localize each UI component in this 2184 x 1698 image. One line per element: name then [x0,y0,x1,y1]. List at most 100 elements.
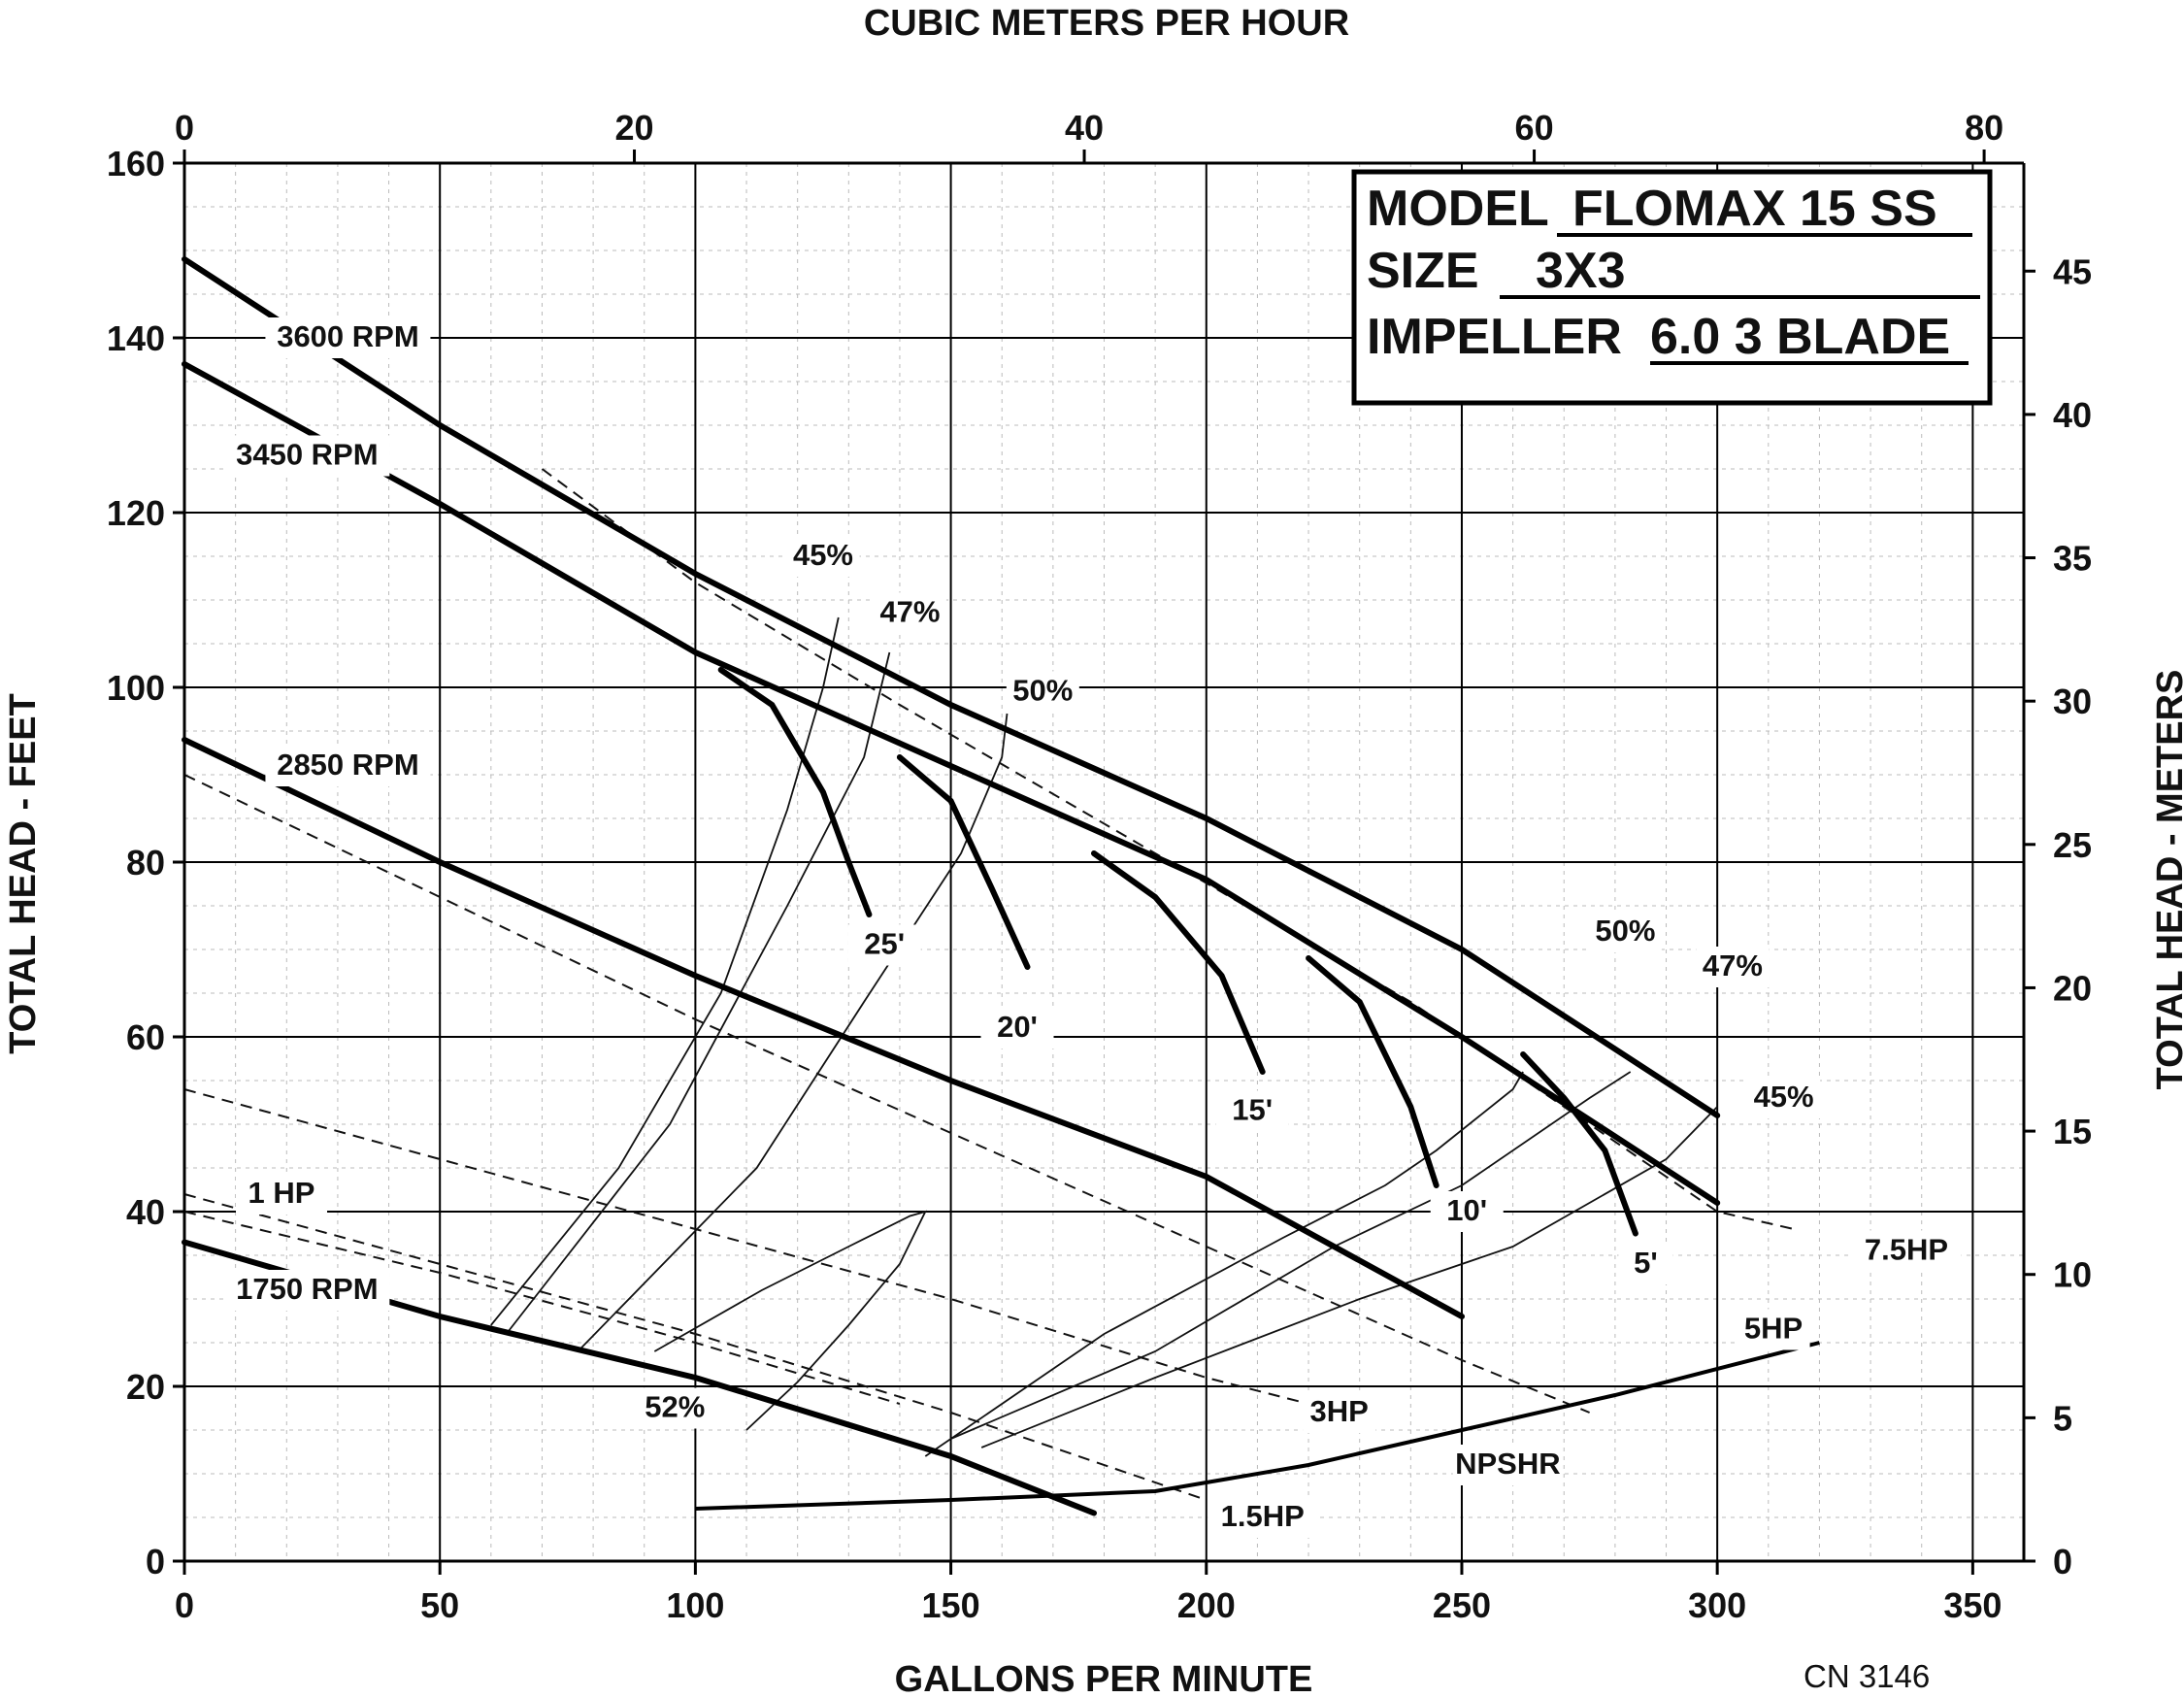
speed-curve-label: 2850 RPM [277,748,418,782]
efficiency-curve [490,616,840,1326]
efficiency-curve-label: 50% [1012,674,1073,708]
efficiency-curve-label: 47% [879,595,940,629]
x2-tick-label: 80 [1965,108,2003,148]
speed-curve [182,361,1721,1206]
efficiency-curve-label-bg [638,1387,711,1429]
npshr-line [695,1341,1820,1511]
efficiency-curve-label-bg [1588,912,1662,952]
power-line-label-bg [236,1174,328,1215]
efficiency-curve-label-bg [1747,1078,1821,1118]
x-tick-label: 100 [666,1585,724,1625]
power-line-label: 7.5HP [1865,1233,1948,1267]
npsh-curves [717,667,1638,1237]
npsh-curve [896,754,1031,970]
x2-tick-label: 40 [1065,108,1104,148]
y-tick-label: 140 [107,318,165,358]
efficiency-curve-label: 47% [1703,949,1763,982]
power-line-label: 1.5HP [1221,1499,1305,1533]
npsh-curve-label-bg [1618,1244,1673,1284]
x-tick-label: 50 [420,1585,459,1625]
efficiency-curve [653,1210,927,1431]
speed-curves [182,256,1721,1516]
power-line-label-bg [1208,1497,1318,1538]
speed-curve-label-bg [224,435,390,477]
x-tick-label: 0 [175,1585,194,1625]
model-box: MODEL FLOMAX 15 SS SIZE 3X3 IMPELLER 6.0… [1351,169,1993,406]
power-line-label-bg [1303,1392,1376,1433]
efficiency-curve-label: 50% [1595,914,1655,948]
size-value: 3X3 [1536,243,1626,299]
footnote: CN 3146 [1803,1658,1930,1694]
x-tick-label: 350 [1943,1585,2002,1625]
speed-curve-label: 1750 RPM [236,1272,378,1306]
model-value: FLOMAX 15 SS [1572,181,1937,237]
npshr-label: NPSHR [1455,1447,1561,1481]
y2-tick-label: 20 [2053,968,2092,1008]
efficiency-curve-label: 45% [793,538,853,572]
x2-axis-title: CUBIC METERS PER HOUR [864,3,1349,44]
efficiency-curve-label-bg [1696,947,1770,987]
speed-curve-label: 3600 RPM [277,319,418,353]
power-line [183,774,1590,1414]
power-line-label: 5HP [1744,1312,1803,1346]
y-axis-title: TOTAL HEAD - FEET [3,693,44,1054]
npsh-curve-label: 10' [1446,1193,1487,1227]
efficiency-curve-label-bg [1006,671,1079,713]
y2-tick-label: 0 [2053,1542,2072,1581]
size-label: SIZE [1367,243,1479,299]
npsh-curve-label-bg [1430,1191,1504,1232]
axes: 0 50 100 150 200 250 300 3500204060801001201401… [107,108,2092,1625]
npsh-curve-label: 5' [1634,1246,1658,1280]
y-tick-label: 120 [107,493,165,533]
speed-curve-label-bg [265,317,431,358]
x-tick-label: 200 [1177,1585,1236,1625]
power-line [183,1211,901,1405]
y-tick-label: 80 [126,843,165,882]
npsh-curve-label: 25' [864,927,905,961]
x2-tick-label: 60 [1515,108,1554,148]
npsh-curve-label: 15' [1232,1093,1273,1127]
efficiency-curve [505,651,891,1335]
y2-tick-label: 35 [2053,539,2092,579]
efficiency-curve-label: 52% [645,1390,705,1424]
npsh-curve-label: 20' [997,1010,1038,1044]
y2-tick-label: 30 [2053,682,2092,721]
impeller-value: 6.0 3 BLADE [1650,309,1950,365]
x2-tick-label: 20 [615,108,654,148]
efficiency-curve-label-bg [786,536,860,577]
curve-labels: 3600 RPM 3450 RPM 2850 RPM 1750 RPM 25' 20' 15… [224,317,1962,1538]
npsh-curve-label-bg [847,924,921,966]
y-tick-label: 0 [146,1542,165,1581]
y-tick-label: 160 [107,144,165,183]
speed-curve-label-bg [265,746,431,786]
npsh-curve [1091,850,1266,1075]
x-axis-title: GALLONS PER MINUTE [895,1659,1313,1698]
x-tick-label: 150 [922,1585,980,1625]
power-line [183,1193,1208,1501]
model-label: MODEL [1367,181,1549,237]
y-tick-label: 40 [126,1192,165,1232]
x2-tick-label: 0 [175,108,194,148]
efficiency-curve-label: 45% [1754,1080,1814,1114]
power-line-label: 1 HP [248,1176,315,1210]
y2-tick-label: 40 [2053,395,2092,435]
npsh-curve [1306,955,1439,1188]
y-tick-label: 100 [107,668,165,708]
y2-tick-label: 5 [2053,1398,2072,1438]
efficiency-curve [924,1071,1524,1457]
power-line [541,468,1795,1230]
efficiency-curve [980,1106,1718,1448]
y2-tick-label: 15 [2053,1112,2092,1151]
x-tick-label: 250 [1433,1585,1491,1625]
power-line-label-bg [1851,1230,1962,1272]
power-line-label-bg [1737,1309,1810,1350]
npshr-curve [695,1341,1820,1511]
npsh-curve [717,667,873,917]
y-tick-label: 20 [126,1367,165,1407]
y2-tick-label: 10 [2053,1255,2092,1295]
npsh-curve-label-bg [980,1008,1054,1049]
efficiency-curve [950,1071,1632,1440]
y2-axis-title: TOTAL HEAD - METERS [2150,670,2184,1090]
